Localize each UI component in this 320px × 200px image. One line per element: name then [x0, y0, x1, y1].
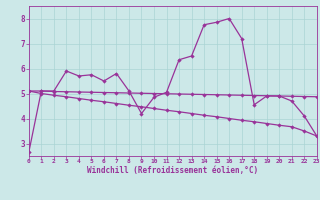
X-axis label: Windchill (Refroidissement éolien,°C): Windchill (Refroidissement éolien,°C) — [87, 166, 258, 175]
